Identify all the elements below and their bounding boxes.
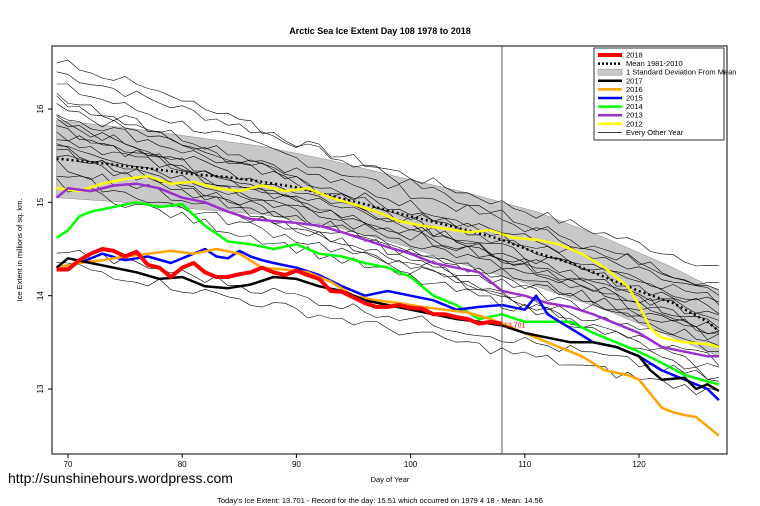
legend-item: 2018 [598, 51, 643, 60]
series-line-2013 [55, 182, 719, 358]
current-value-annotation: 13.701 [504, 323, 526, 330]
legend-label: Mean 1981-2010 [626, 59, 683, 68]
legend-item: 2016 [598, 85, 643, 94]
other-year-line [56, 148, 719, 334]
x-tick-label: 120 [632, 460, 646, 469]
legend-item: 2017 [598, 76, 643, 85]
legend-label: 2014 [626, 102, 643, 111]
other-year-line [56, 71, 719, 267]
y-axis: 13 14 15 16 [36, 104, 52, 393]
x-tick-label: 90 [292, 460, 301, 469]
other-year-line [56, 95, 720, 296]
plot-frame [51, 45, 728, 455]
series-layer [55, 157, 720, 437]
x-axis: 70 80 90 100 110 120 [64, 454, 646, 469]
y-axis-label: Ice Extent in millions of sq. km. [15, 199, 24, 302]
legend-item: 2012 [598, 119, 643, 128]
y-tick-label: 16 [36, 104, 45, 113]
legend-label: 2012 [626, 119, 643, 128]
legend-item: 2013 [598, 111, 643, 120]
legend-swatch [597, 68, 623, 76]
series-line-2018 [56, 247, 503, 326]
std-deviation-band [56, 119, 720, 357]
other-year-line [56, 159, 720, 346]
series-line-2012 [56, 174, 720, 349]
legend-item: 1 Standard Deviation From Mean [597, 68, 736, 77]
legend-label: Every Other Year [626, 128, 684, 137]
other-year-line [56, 59, 720, 291]
other-year-line [56, 125, 719, 316]
chart-title: Arctic Sea Ice Extent Day 108 1978 to 20… [289, 26, 471, 36]
legend-label: 2017 [626, 76, 643, 85]
y-tick-label: 15 [36, 197, 45, 206]
y-tick-label: 14 [36, 291, 45, 300]
legend-label: 2018 [626, 51, 643, 60]
watermark-url[interactable]: http://sunshinehours.wordpress.com [8, 470, 233, 486]
std-band-layer [56, 119, 720, 357]
footer-summary: Today's Ice Extent: 13.701 - Record for … [217, 496, 543, 505]
other-year-line [56, 131, 720, 329]
legend-item: Every Other Year [598, 128, 684, 137]
x-tick-label: 70 [64, 460, 73, 469]
legend-item: 2015 [598, 94, 643, 103]
x-tick-label: 110 [518, 460, 531, 469]
y-tick-label: 13 [36, 384, 45, 393]
legend-item: Mean 1981-2010 [598, 59, 683, 68]
other-year-line [56, 83, 719, 286]
legend-label: 2016 [626, 85, 643, 94]
other-year-line [56, 92, 719, 335]
series-line-2016 [56, 247, 720, 437]
legend-item: 2014 [598, 102, 643, 111]
legend-label: 2013 [626, 111, 643, 120]
other-year-line [56, 145, 720, 332]
x-axis-label: Day of Year [371, 475, 410, 484]
other-year-line [56, 143, 719, 368]
legend-label: 2015 [626, 94, 643, 103]
x-tick-label: 80 [178, 460, 187, 469]
x-tick-label: 100 [404, 460, 418, 469]
legend-label: 1 Standard Deviation From Mean [626, 68, 736, 77]
other-year-line [56, 139, 719, 321]
series-line-2014 [55, 201, 720, 386]
